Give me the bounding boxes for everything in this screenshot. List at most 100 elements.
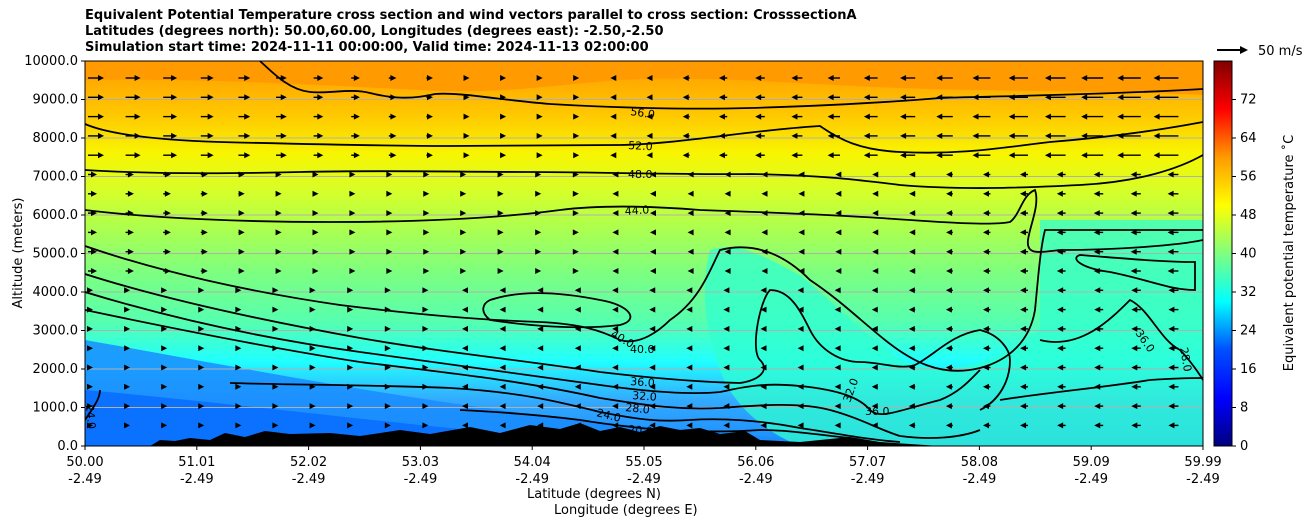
- wind-vector: [798, 229, 805, 236]
- wind-vector: [827, 113, 840, 120]
- colorbar-tick-label: 56: [1240, 170, 1257, 185]
- wind-vector: [161, 325, 168, 332]
- wind-vector: [272, 325, 279, 332]
- wind-vector: [1153, 94, 1179, 101]
- wind-vector: [612, 345, 619, 352]
- y-tick-label: 3000.0: [33, 324, 79, 339]
- wind-vector: [500, 152, 507, 159]
- wind-vector: [87, 287, 93, 294]
- wind-vector: [574, 364, 581, 371]
- wind-vector: [946, 190, 953, 197]
- wind-vector: [797, 403, 804, 410]
- wind-vector: [272, 306, 279, 313]
- wind-vector: [462, 403, 468, 410]
- wind-vector: [1044, 132, 1066, 139]
- wind-vector: [87, 364, 93, 371]
- wind-vector: [945, 383, 953, 390]
- wind-vector: [798, 171, 805, 178]
- wind-vector: [724, 268, 731, 274]
- wind-key-label: 50 m/s: [1258, 44, 1303, 59]
- wind-vector: [760, 345, 767, 352]
- wind-vector: [834, 345, 841, 352]
- wind-vector: [384, 306, 391, 313]
- wind-vector: [908, 306, 916, 313]
- wind-vector: [1057, 403, 1066, 410]
- wind-vector: [1130, 229, 1141, 236]
- y-tick-label: 1000.0: [33, 401, 79, 416]
- wind-vector: [610, 152, 617, 159]
- wind-vector: [687, 171, 694, 178]
- contour-bottom-right: [999, 377, 1203, 401]
- wind-vector: [1057, 345, 1066, 352]
- wind-vector: [386, 248, 393, 255]
- wind-vector: [834, 383, 841, 390]
- wind-vector: [312, 229, 319, 236]
- wind-vector: [723, 325, 730, 332]
- wind-vector: [982, 345, 991, 352]
- wind-vector: [1093, 171, 1104, 178]
- x-tick-label-lon: -2.49: [963, 472, 997, 487]
- wind-vector: [125, 75, 141, 81]
- wind-vector: [835, 248, 842, 255]
- wind-vector: [238, 210, 245, 217]
- wind-vector: [650, 171, 656, 178]
- x-axis-label-2: Longitude (degrees E): [554, 503, 698, 518]
- wind-vector: [1167, 229, 1179, 236]
- wind-vector: [1081, 113, 1104, 120]
- wind-vector: [612, 171, 619, 178]
- wind-vector: [612, 383, 619, 390]
- wind-vector: [161, 345, 168, 352]
- wind-vector: [612, 306, 619, 313]
- wind-vector: [309, 287, 316, 294]
- wind-vector: [863, 132, 878, 139]
- wind-vector: [423, 210, 430, 217]
- wind-vector: [871, 306, 878, 313]
- wind-vector: [88, 248, 97, 255]
- wind-vector: [272, 287, 279, 294]
- wind-vector: [572, 229, 579, 236]
- wind-vector: [871, 287, 878, 294]
- wind-vector: [573, 94, 580, 101]
- wind-vector: [426, 75, 433, 81]
- wind-vector: [936, 132, 953, 139]
- wind-vector: [760, 422, 767, 429]
- wind-vector: [312, 171, 319, 178]
- wind-vector: [834, 364, 841, 371]
- wind-vector: [426, 94, 433, 101]
- wind-vector: [423, 190, 430, 197]
- wind-vector: [945, 325, 953, 332]
- wind-vector: [347, 325, 354, 332]
- wind-vector: [797, 383, 804, 390]
- wind-vector: [349, 268, 356, 274]
- wind-vector: [687, 190, 694, 197]
- wind-vector: [384, 345, 391, 352]
- wind-vector: [1057, 325, 1066, 332]
- wind-vector: [798, 210, 805, 217]
- wind-vector: [124, 345, 131, 352]
- wind-vector: [499, 422, 506, 429]
- wind-vector: [755, 94, 765, 101]
- wind-vector: [272, 364, 279, 371]
- wind-vector: [1019, 248, 1028, 255]
- wind-vector: [1168, 383, 1179, 390]
- wind-vector: [124, 306, 131, 313]
- wind-vector: [983, 268, 991, 274]
- wind-vector: [463, 75, 470, 81]
- contour-label-24: 24.0: [595, 406, 622, 425]
- wind-vector: [723, 364, 730, 371]
- wind-vector: [422, 422, 429, 429]
- wind-vector: [835, 229, 842, 236]
- wind-vector: [1008, 113, 1028, 120]
- wind-vector: [275, 229, 282, 236]
- wind-vector: [649, 383, 656, 390]
- wind-vector: [909, 248, 916, 255]
- wind-vector: [535, 210, 542, 217]
- contour-label-48: 48.0: [628, 168, 653, 181]
- wind-vector: [972, 75, 991, 81]
- wind-vector: [760, 325, 767, 332]
- wind-vector: [1044, 94, 1066, 101]
- wind-vector: [1044, 113, 1066, 120]
- x-axis-label: Latitude (degrees N): [527, 487, 661, 502]
- wind-vector: [125, 210, 134, 217]
- contour-24-left: [85, 389, 101, 421]
